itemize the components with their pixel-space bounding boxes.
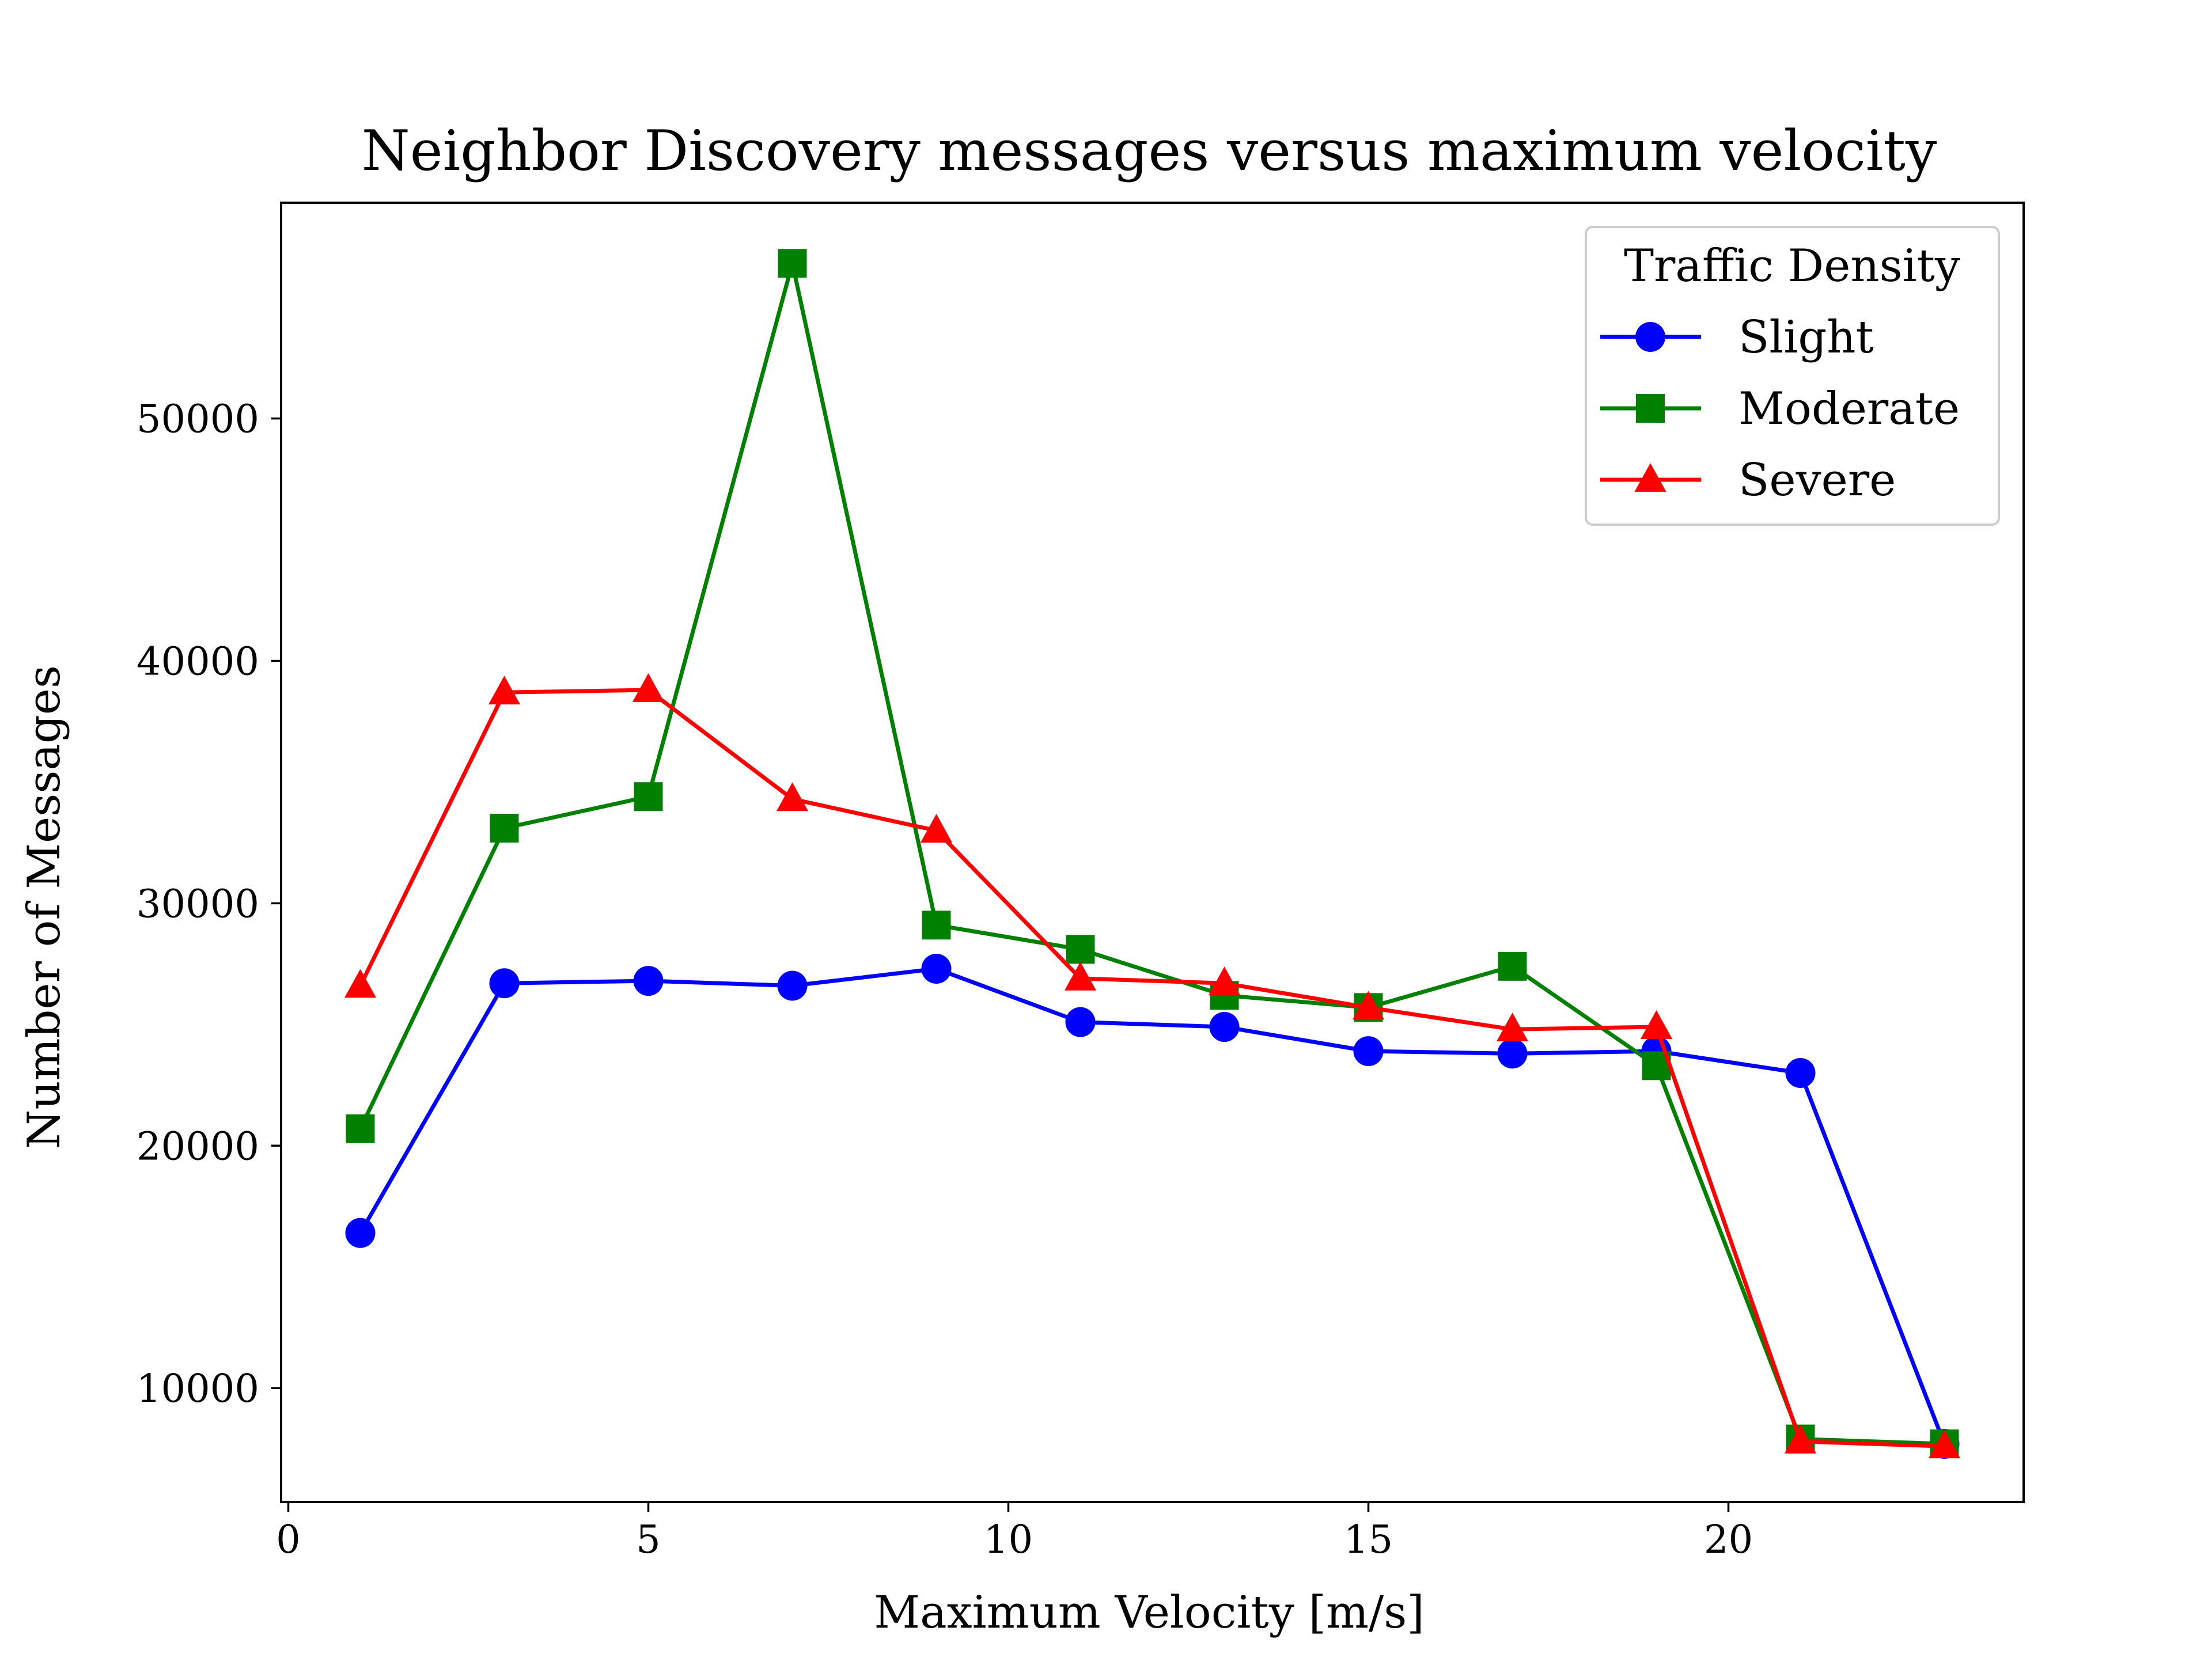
legend-marker-moderate [1636, 394, 1665, 423]
legend-label-slight: Slight [1738, 312, 1874, 363]
data-point-moderate [1498, 951, 1527, 981]
y-tick-label: 50000 [137, 397, 259, 442]
y-axis-label: Number of Messages [18, 665, 70, 1149]
data-point-severe [1352, 991, 1385, 1020]
data-point-severe [1640, 1010, 1673, 1039]
x-tick-label: 0 [276, 1517, 301, 1562]
y-tick-label: 40000 [137, 639, 259, 684]
data-point-severe [344, 969, 377, 998]
data-point-severe [1928, 1429, 1961, 1459]
data-point-slight [921, 954, 952, 984]
legend-frame [1585, 226, 2000, 526]
data-point-severe [1208, 966, 1241, 996]
data-point-slight [1353, 1036, 1384, 1067]
x-tick-label: 10 [984, 1517, 1033, 1562]
legend-title: Traffic Density [1624, 240, 1960, 292]
data-point-severe [920, 814, 953, 843]
legend-label-severe: Severe [1738, 454, 1896, 506]
data-point-severe [1784, 1424, 1817, 1454]
data-point-slight [489, 968, 520, 999]
chart-title: Neighbor Discovery messages versus maxim… [362, 119, 1937, 183]
data-point-moderate [490, 813, 519, 843]
y-tick-label: 30000 [137, 881, 259, 926]
data-point-severe [776, 782, 809, 811]
data-point-slight [1497, 1038, 1528, 1069]
series-line-slight [358, 966, 1946, 1446]
data-point-moderate [922, 911, 951, 940]
legend-label-moderate: Moderate [1738, 383, 1960, 435]
x-axis-label: Maximum Velocity [m/s] [874, 1587, 1424, 1639]
data-point-moderate [1066, 935, 1095, 964]
legend: Traffic Density Slight Moderate Severe [1585, 226, 2000, 526]
x-tick-label: 5 [636, 1517, 661, 1562]
data-point-moderate [634, 782, 663, 811]
data-point-severe [488, 676, 521, 705]
data-point-slight [1065, 1007, 1096, 1037]
data-point-severe [632, 673, 665, 702]
data-point-moderate [778, 249, 807, 278]
y-tick-label: 20000 [137, 1124, 259, 1169]
series-line-severe [358, 688, 1946, 1448]
x-tick-label: 20 [1704, 1517, 1753, 1562]
series-line-moderate [358, 261, 1946, 1446]
data-point-severe [1496, 1012, 1529, 1042]
data-point-slight [1785, 1058, 1816, 1089]
data-point-moderate [346, 1114, 375, 1143]
data-point-severe [1064, 961, 1097, 991]
data-point-slight [1209, 1012, 1240, 1042]
legend-marker-severe [1634, 463, 1666, 492]
axes-frame [280, 202, 2025, 1503]
y-tick-label: 10000 [137, 1366, 259, 1411]
plot-area: 0 5 10 15 20 10000 20000 30000 40000 50000 [137, 202, 2025, 1562]
legend-marker-slight [1635, 322, 1665, 352]
x-tick-label: 15 [1344, 1517, 1393, 1562]
data-point-slight [633, 966, 664, 996]
data-point-slight [345, 1218, 376, 1248]
data-point-slight [777, 970, 808, 1001]
